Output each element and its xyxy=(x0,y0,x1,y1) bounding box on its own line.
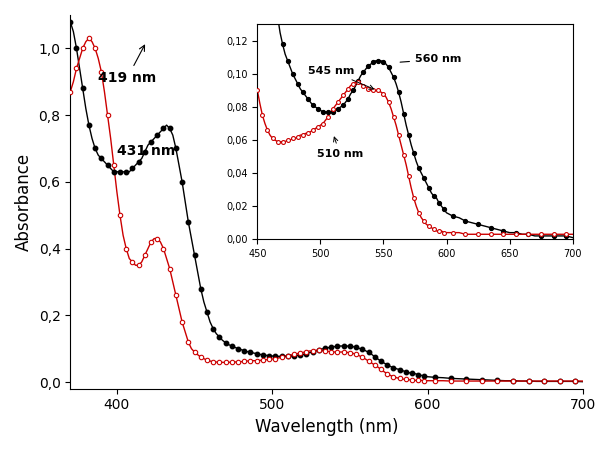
Y-axis label: Absorbance: Absorbance xyxy=(15,153,33,251)
Text: 431 nm: 431 nm xyxy=(117,144,175,158)
X-axis label: Wavelength (nm): Wavelength (nm) xyxy=(255,418,398,436)
Text: 419 nm: 419 nm xyxy=(98,45,156,85)
